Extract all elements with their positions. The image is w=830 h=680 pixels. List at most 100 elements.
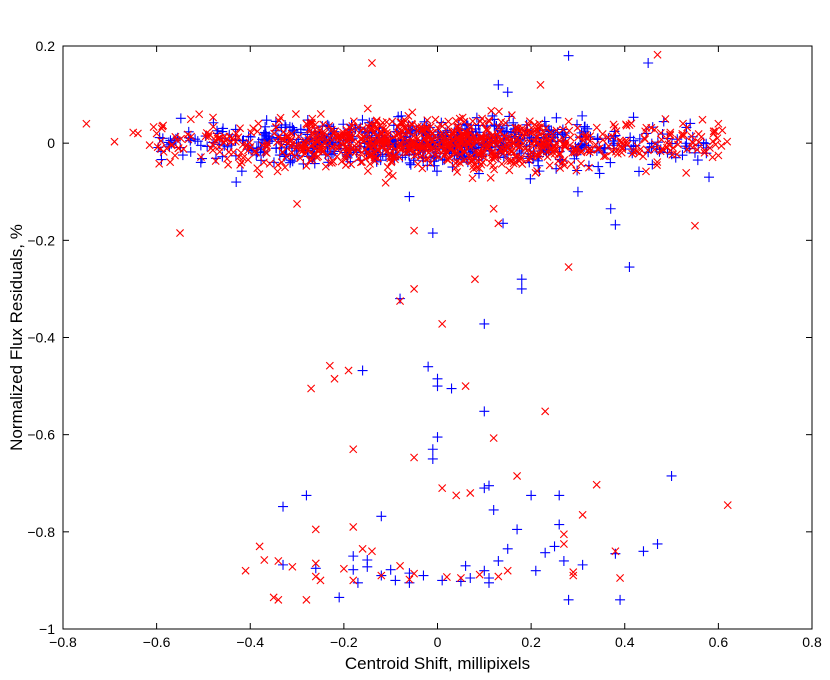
cluster-point-x xyxy=(299,145,308,154)
data-point-x xyxy=(396,297,405,306)
cluster-point-x xyxy=(402,136,411,145)
cluster-point-x xyxy=(531,168,540,177)
cluster-point-x xyxy=(196,153,205,162)
cluster-point-x xyxy=(454,131,463,140)
cluster-point-x xyxy=(458,113,467,122)
cluster-point-x xyxy=(367,144,376,153)
cluster-point-x xyxy=(372,124,381,133)
data-point-x xyxy=(349,576,358,585)
x-tick-label: 0.2 xyxy=(521,634,541,650)
cluster-point-plus xyxy=(677,150,688,161)
cluster-point-x xyxy=(273,138,281,147)
cluster-point-x xyxy=(694,138,703,147)
data-point-x xyxy=(489,434,498,443)
data-point-plus xyxy=(390,575,401,586)
cluster-point-x xyxy=(490,153,499,162)
cluster-point-x xyxy=(451,116,460,125)
cluster-point-plus xyxy=(583,160,594,171)
cluster-point-x xyxy=(656,128,665,137)
cluster-point-x xyxy=(639,152,648,161)
cluster-point-x xyxy=(294,132,303,141)
cluster-point-x xyxy=(516,142,525,151)
cluster-point-x xyxy=(484,116,493,125)
cluster-point-x xyxy=(363,166,372,175)
data-point-plus xyxy=(479,406,490,417)
data-point-plus xyxy=(493,79,504,90)
cluster-point-x xyxy=(693,145,702,154)
cluster-point-x xyxy=(539,128,548,137)
cluster-point-x xyxy=(516,136,525,145)
cluster-point-x xyxy=(536,146,545,155)
cluster-point-x xyxy=(472,135,481,144)
data-point-x xyxy=(475,570,484,579)
cluster-point-x xyxy=(650,145,659,154)
cluster-point-x xyxy=(688,143,697,152)
cluster-point-x xyxy=(426,159,435,168)
cluster-point-x xyxy=(595,144,604,153)
cluster-point-x xyxy=(323,136,332,145)
cluster-point-x xyxy=(460,148,469,157)
cluster-point-x xyxy=(664,137,673,146)
cluster-point-x xyxy=(279,136,288,145)
cluster-point-x xyxy=(174,144,183,153)
cluster-point-x xyxy=(291,110,300,119)
cluster-point-plus xyxy=(432,166,442,177)
data-point-x xyxy=(330,374,339,383)
cluster-point-x xyxy=(229,135,238,144)
cluster-point-x xyxy=(453,121,462,130)
cluster-point-x xyxy=(441,140,450,149)
cluster-point-x xyxy=(465,128,474,137)
cluster-point-x xyxy=(211,157,220,166)
cluster-point-x xyxy=(573,123,582,132)
data-point-plus xyxy=(610,219,621,230)
cluster-point-x xyxy=(319,120,328,129)
data-point-x xyxy=(709,129,718,138)
cluster-point-x xyxy=(447,145,456,154)
cluster-point-x xyxy=(318,128,327,137)
data-point-plus xyxy=(362,561,373,572)
cluster-point-x xyxy=(643,146,652,155)
cluster-point-x xyxy=(551,142,560,151)
cluster-point-x xyxy=(494,123,503,132)
cluster-point-x xyxy=(236,124,245,133)
data-point-x xyxy=(325,361,334,370)
cluster-point-x xyxy=(338,140,347,149)
cluster-point-plus xyxy=(429,160,440,171)
cluster-point-x xyxy=(376,135,385,144)
cluster-point-x xyxy=(672,150,681,159)
cluster-point-x xyxy=(265,159,274,168)
data-point-x xyxy=(274,595,283,604)
cluster-point-x xyxy=(369,129,378,138)
data-point-x xyxy=(438,319,447,328)
cluster-point-x xyxy=(262,143,271,152)
cluster-point-x xyxy=(158,122,167,131)
cluster-point-x xyxy=(513,125,522,134)
cluster-point-plus xyxy=(662,147,673,158)
cluster-point-x xyxy=(421,124,430,133)
cluster-point-x xyxy=(389,132,398,141)
cluster-point-x xyxy=(373,144,382,153)
cluster-point-plus xyxy=(534,166,545,177)
cluster-point-plus xyxy=(154,132,165,143)
data-point-x xyxy=(311,525,320,534)
cluster-point-x xyxy=(270,129,279,138)
data-point-plus xyxy=(427,444,438,455)
cluster-point-x xyxy=(306,141,315,150)
cluster-point-x xyxy=(559,125,568,134)
cluster-point-x xyxy=(525,153,534,162)
data-point-plus xyxy=(512,524,523,535)
y-tick-labels: −1 −0.8 −0.6 −0.4 −0.2 0 0.2 xyxy=(27,38,55,637)
cluster-point-x xyxy=(604,133,613,142)
cluster-point-x xyxy=(524,156,533,165)
cluster-point-x xyxy=(482,133,491,142)
cluster-point-plus xyxy=(576,127,587,138)
cluster-point-x xyxy=(444,117,453,126)
cluster-point-x xyxy=(316,110,325,118)
cluster-point-x xyxy=(489,148,498,157)
cluster-point-x xyxy=(615,136,624,145)
cluster-point-x xyxy=(388,171,397,180)
cluster-point-x xyxy=(404,111,413,120)
data-point-plus xyxy=(502,87,513,98)
data-point-plus xyxy=(385,564,396,575)
data-point-plus xyxy=(278,559,289,570)
